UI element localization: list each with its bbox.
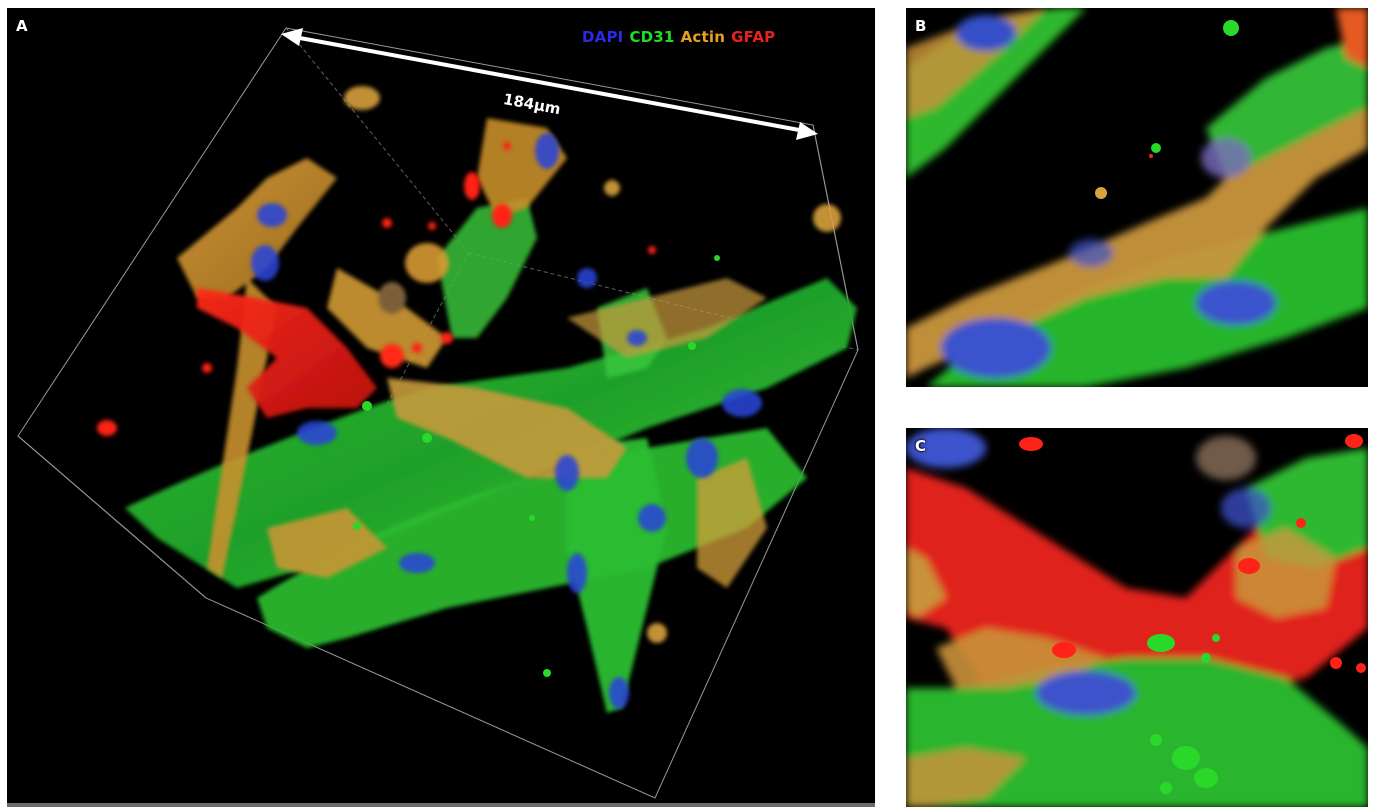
panel-a-image xyxy=(17,27,859,799)
panel-a-3d-render: A DAPI CD31 Actin GFAP 184µm xyxy=(7,8,875,807)
legend-dapi: DAPI xyxy=(582,28,624,46)
panel-c-label: C xyxy=(915,437,927,455)
panel-b-zoom: B xyxy=(906,8,1368,387)
channel-legend: DAPI CD31 Actin GFAP xyxy=(582,28,781,46)
panel-b-image xyxy=(906,8,1368,387)
panel-a-label: A xyxy=(16,17,28,35)
legend-gfap: GFAP xyxy=(731,28,776,46)
legend-actin: Actin xyxy=(680,28,726,46)
panel-c-zoom: C xyxy=(906,428,1368,807)
actin-structures xyxy=(177,86,841,643)
panel-b-label: B xyxy=(915,17,927,35)
cd31-speckles xyxy=(353,255,720,677)
legend-cd31: CD31 xyxy=(629,28,675,46)
gfap-astrocytes xyxy=(97,142,656,436)
dapi-nuclei xyxy=(251,133,762,709)
panel-c-image xyxy=(906,428,1368,807)
scale-bar-arrow xyxy=(281,28,818,140)
panel-c-speckles xyxy=(1019,434,1366,794)
viewer-bottom-strip xyxy=(7,803,875,807)
